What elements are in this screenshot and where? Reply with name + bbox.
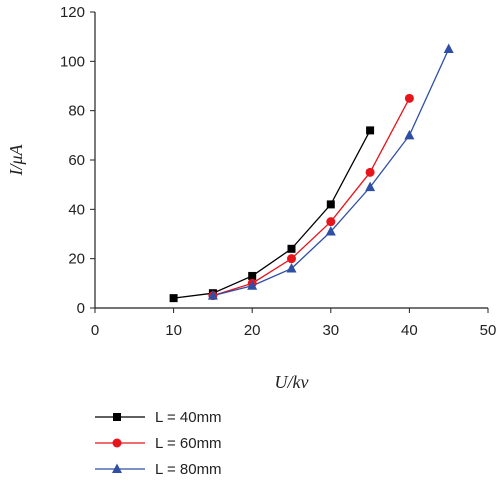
- legend-marker: [112, 463, 122, 473]
- y-tick-label: 100: [60, 53, 85, 70]
- legend-marker: [113, 413, 121, 421]
- x-tick-label: 0: [91, 322, 99, 339]
- series-1-point: [248, 271, 257, 280]
- series-2-point: [326, 217, 336, 227]
- x-axis-label: U/kv: [275, 372, 309, 392]
- series-3-point: [286, 263, 297, 273]
- legend: L = 40mm L = 60mm L = 80mm: [95, 409, 222, 478]
- series-3-point: [247, 280, 258, 290]
- series-3-point: [325, 226, 336, 236]
- series-3-point: [207, 290, 218, 300]
- tick-labels: 0 10 20 30 40 50 0 20 40 60 80 100 120: [60, 4, 496, 339]
- legend-marker: [112, 438, 122, 448]
- series-line-3: [212, 48, 450, 297]
- series-1-point: [287, 244, 296, 253]
- legend-label: L = 80mm: [155, 461, 222, 478]
- y-tick-label: 60: [68, 152, 85, 169]
- series-2-point: [404, 93, 414, 103]
- series-3-point: [404, 129, 415, 140]
- y-tick-label: 120: [60, 4, 85, 21]
- y-tick-label: 20: [68, 251, 85, 268]
- series-1-point: [169, 294, 178, 303]
- x-tick-label: 30: [322, 322, 339, 339]
- y-tick-label: 0: [77, 300, 85, 317]
- series-1-point: [326, 200, 335, 209]
- series-2-point: [287, 254, 296, 264]
- legend-label: L = 60mm: [155, 435, 222, 452]
- x-tick-label: 50: [480, 322, 497, 339]
- series-markers: [169, 43, 454, 303]
- series-3-point: [443, 43, 454, 53]
- series-1-point: [366, 126, 375, 135]
- series-2-point: [365, 167, 375, 177]
- y-tick-label: 80: [68, 103, 85, 120]
- series-line-1: [173, 130, 371, 299]
- series-lines: [173, 48, 450, 299]
- x-tick-label: 40: [401, 322, 418, 339]
- y-tick-label: 40: [68, 201, 85, 218]
- x-tick-label: 10: [165, 322, 182, 339]
- y-axis-label: I/μA: [6, 143, 26, 176]
- series-3-point: [365, 181, 376, 192]
- axes: [90, 11, 489, 313]
- series-line-2: [212, 98, 410, 297]
- x-tick-label: 20: [244, 322, 261, 339]
- legend-label: L = 40mm: [155, 409, 222, 426]
